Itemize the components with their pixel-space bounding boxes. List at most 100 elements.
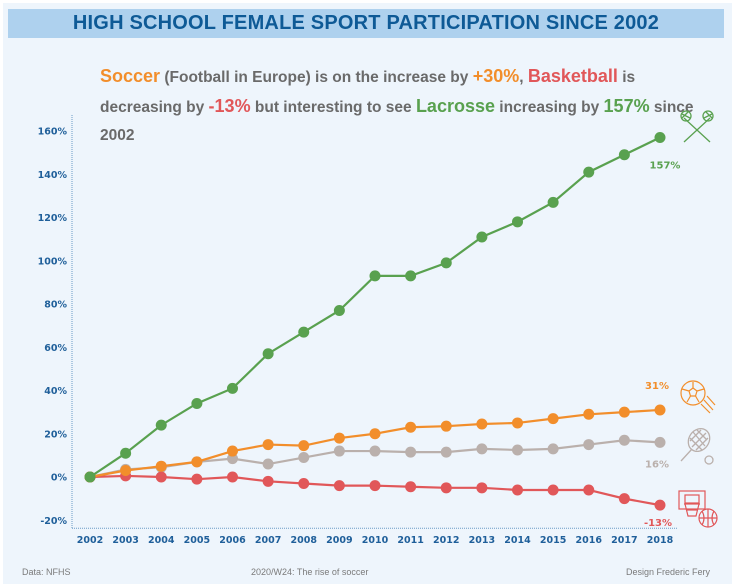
soccer-point[interactable] (155, 460, 167, 472)
x-tick-label: 2008 (291, 535, 318, 546)
soccer-point[interactable] (262, 439, 274, 451)
x-tick-label: 2017 (611, 535, 637, 546)
soccer-point[interactable] (618, 406, 630, 418)
lacrosse-line (89, 136, 661, 478)
lacrosse-point[interactable] (476, 231, 488, 243)
basketball-point[interactable] (369, 480, 381, 492)
basketball-point[interactable] (155, 471, 167, 483)
x-tick-label: 2016 (576, 535, 603, 546)
y-tick-label: 40% (44, 386, 67, 397)
tennis-point[interactable] (227, 453, 238, 465)
soccer-point[interactable] (583, 408, 595, 420)
y-tick-label: 60% (44, 343, 67, 354)
lacrosse-point[interactable] (512, 216, 523, 228)
lacrosse-point[interactable] (155, 419, 167, 431)
soccer-point[interactable] (512, 417, 523, 429)
subtitle: Soccer (Football in Europe) is on the in… (100, 62, 700, 150)
soccer-point[interactable] (369, 428, 381, 440)
tennis-point[interactable] (298, 452, 310, 464)
soccer-point[interactable] (476, 418, 488, 430)
soccer-point[interactable] (120, 465, 132, 477)
subtitle-soccer-pct: +30% (472, 66, 520, 86)
x-tick-label: 2010 (362, 535, 389, 546)
soccer-point[interactable] (654, 404, 666, 416)
x-tick-label: 2013 (469, 535, 495, 546)
soccer-end-label: 31% (645, 381, 669, 392)
soccer-point[interactable] (405, 421, 417, 433)
basketball-point[interactable] (298, 477, 310, 489)
tennis-point[interactable] (583, 439, 595, 451)
lacrosse-point[interactable] (547, 196, 559, 208)
soccer-point[interactable] (298, 440, 310, 452)
tennis-point[interactable] (512, 444, 523, 456)
series-basketball (84, 470, 666, 511)
lacrosse-point[interactable] (333, 304, 345, 316)
y-tick-label: -20% (40, 516, 67, 527)
tennis-point[interactable] (262, 458, 274, 470)
x-tick-label: 2004 (148, 535, 175, 546)
credit-text: Design Frederic Fery (626, 567, 711, 577)
tennis-point[interactable] (333, 445, 345, 457)
title-bar: HIGH SCHOOL FEMALE SPORT PARTICIPATION S… (8, 9, 724, 38)
subtitle-text-1: (Football in Europe) is on the increase … (160, 69, 473, 86)
tennis-point[interactable] (440, 446, 452, 458)
basketball-point[interactable] (476, 482, 488, 494)
soccer-point[interactable] (227, 445, 238, 457)
soccer-point[interactable] (191, 456, 203, 468)
series-soccer (84, 404, 666, 483)
basketball-point[interactable] (262, 475, 274, 487)
tennis-point[interactable] (476, 443, 488, 455)
soccer-point[interactable] (333, 432, 345, 444)
basketball-point[interactable] (547, 484, 559, 496)
tennis-point[interactable] (405, 446, 417, 458)
tennis-point[interactable] (547, 443, 559, 455)
soccer-point[interactable] (547, 413, 559, 425)
subtitle-lacrosse: Lacrosse (415, 96, 495, 116)
tennis-racket-icon (680, 427, 714, 465)
lacrosse-point[interactable] (191, 397, 203, 409)
subtitle-text-5: since 2002 (100, 99, 694, 144)
y-tick-label: 160% (38, 127, 68, 138)
lacrosse-point[interactable] (583, 166, 595, 178)
subtitle-text-3: but interesting to see (250, 99, 416, 116)
tennis-point[interactable] (654, 436, 666, 448)
lacrosse-point[interactable] (654, 131, 666, 143)
y-tick-label: 100% (38, 256, 68, 267)
basketball-point[interactable] (618, 493, 630, 505)
basketball-point[interactable] (440, 482, 452, 494)
lacrosse-point[interactable] (440, 257, 452, 269)
subtitle-basketball: Basketball (527, 66, 618, 86)
lacrosse-point[interactable] (120, 447, 132, 459)
basketball-hoop-icon (678, 490, 718, 528)
basketball-point[interactable] (512, 484, 523, 496)
y-tick-label: 0% (51, 473, 68, 484)
subtitle-basketball-pct: -13% (208, 96, 251, 116)
x-tick-label: 2006 (219, 535, 246, 546)
tennis-end-label: 16% (645, 459, 669, 470)
basketball-point[interactable] (333, 480, 345, 492)
tennis-point[interactable] (618, 434, 630, 446)
subtitle-comma: , (519, 69, 528, 86)
lacrosse-point[interactable] (405, 270, 417, 282)
tennis-point[interactable] (369, 445, 381, 457)
basketball-point[interactable] (654, 499, 666, 511)
basketball-point[interactable] (191, 473, 203, 485)
lacrosse-point[interactable] (227, 382, 238, 394)
subtitle-lacrosse-pct: 157% (603, 96, 650, 116)
lacrosse-point[interactable] (84, 471, 96, 483)
x-tick-label: 2009 (326, 535, 352, 546)
soccer-point[interactable] (440, 420, 452, 432)
lacrosse-point[interactable] (369, 270, 381, 282)
basketball-point[interactable] (583, 484, 595, 496)
lacrosse-point[interactable] (618, 149, 630, 161)
basketball-end-label: -13% (644, 518, 672, 529)
basketball-point[interactable] (227, 471, 238, 483)
lacrosse-point[interactable] (262, 348, 274, 360)
basketball-point[interactable] (405, 481, 417, 493)
x-tick-label: 2011 (397, 535, 423, 546)
x-tick-label: 2005 (184, 535, 210, 546)
footer-center-text: 2020/W24: The rise of soccer (251, 567, 369, 577)
lacrosse-point[interactable] (298, 326, 310, 338)
series-tennis (84, 434, 666, 483)
